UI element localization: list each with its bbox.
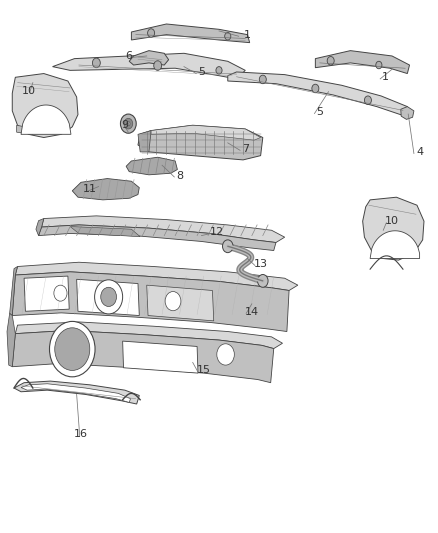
Circle shape xyxy=(225,33,231,40)
Polygon shape xyxy=(401,107,414,119)
Text: 5: 5 xyxy=(198,67,205,77)
Polygon shape xyxy=(70,227,140,237)
Circle shape xyxy=(376,61,382,69)
Polygon shape xyxy=(123,341,198,373)
Polygon shape xyxy=(39,225,276,251)
Polygon shape xyxy=(36,219,44,236)
Circle shape xyxy=(127,122,130,126)
Circle shape xyxy=(154,61,162,70)
Circle shape xyxy=(54,285,67,301)
Polygon shape xyxy=(151,125,261,140)
Polygon shape xyxy=(228,72,407,116)
Polygon shape xyxy=(42,216,285,243)
Text: 8: 8 xyxy=(176,171,183,181)
Polygon shape xyxy=(10,266,18,316)
Text: 1: 1 xyxy=(382,72,389,82)
Polygon shape xyxy=(77,279,139,316)
Text: 9: 9 xyxy=(121,120,128,130)
Text: 4: 4 xyxy=(417,147,424,157)
Circle shape xyxy=(55,328,90,370)
Text: 10: 10 xyxy=(385,216,399,226)
Polygon shape xyxy=(15,262,298,290)
Circle shape xyxy=(364,96,371,104)
Polygon shape xyxy=(53,53,245,79)
Text: 16: 16 xyxy=(74,430,88,439)
Text: 14: 14 xyxy=(245,307,259,317)
Text: 13: 13 xyxy=(254,259,268,269)
Text: 7: 7 xyxy=(242,144,249,154)
Polygon shape xyxy=(12,330,274,383)
Polygon shape xyxy=(15,322,283,349)
Circle shape xyxy=(148,29,155,37)
Polygon shape xyxy=(14,381,139,404)
Polygon shape xyxy=(7,313,15,367)
Polygon shape xyxy=(370,231,420,259)
Polygon shape xyxy=(21,384,131,402)
Polygon shape xyxy=(363,197,424,260)
Text: 6: 6 xyxy=(126,51,133,61)
Text: 15: 15 xyxy=(197,366,211,375)
Polygon shape xyxy=(138,131,151,152)
Polygon shape xyxy=(147,285,214,321)
Text: 11: 11 xyxy=(83,184,97,194)
Circle shape xyxy=(101,287,117,306)
Circle shape xyxy=(49,321,95,377)
Polygon shape xyxy=(129,51,169,65)
Text: 1: 1 xyxy=(244,30,251,39)
Circle shape xyxy=(92,58,100,68)
Circle shape xyxy=(124,118,133,129)
Circle shape xyxy=(120,114,136,133)
Polygon shape xyxy=(12,272,289,332)
Text: 5: 5 xyxy=(316,107,323,117)
Circle shape xyxy=(259,75,266,84)
Polygon shape xyxy=(126,157,177,175)
Polygon shape xyxy=(24,276,69,311)
Polygon shape xyxy=(21,105,71,134)
Circle shape xyxy=(165,292,181,311)
Polygon shape xyxy=(17,125,33,134)
Polygon shape xyxy=(315,51,410,74)
Circle shape xyxy=(223,240,233,253)
Circle shape xyxy=(217,344,234,365)
Circle shape xyxy=(216,67,222,74)
Circle shape xyxy=(312,84,319,93)
Polygon shape xyxy=(131,24,250,43)
Polygon shape xyxy=(138,125,263,160)
Circle shape xyxy=(327,56,334,65)
Text: 10: 10 xyxy=(21,86,35,95)
Polygon shape xyxy=(12,74,78,138)
Circle shape xyxy=(258,274,268,287)
Text: 12: 12 xyxy=(210,227,224,237)
Polygon shape xyxy=(72,179,139,200)
Circle shape xyxy=(95,280,123,314)
